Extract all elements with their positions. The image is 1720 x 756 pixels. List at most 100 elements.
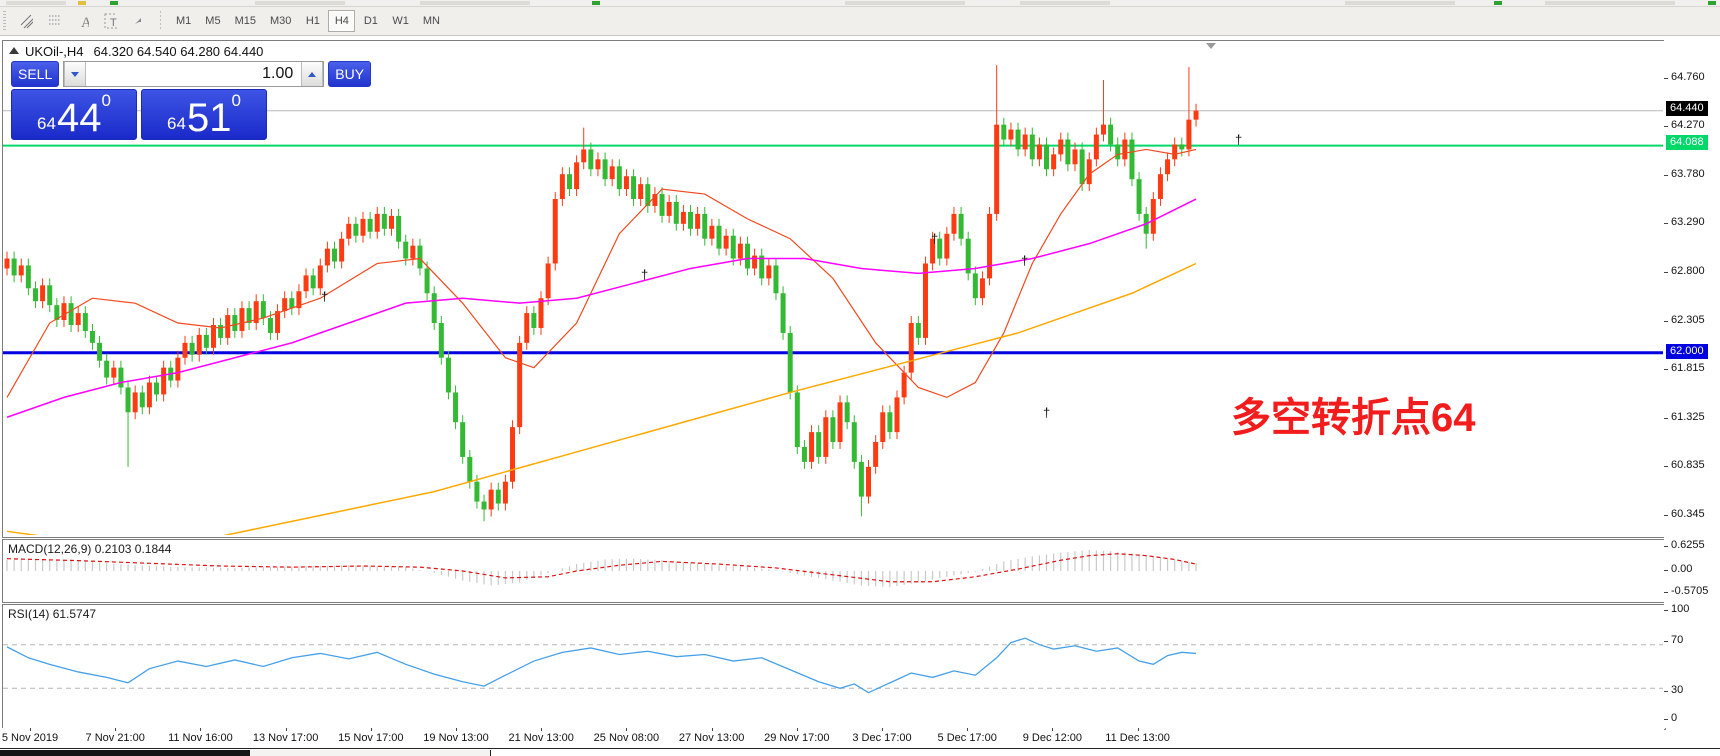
time-label: 27 Nov 13:00 — [678, 732, 745, 744]
cursor-mark-icon: † — [931, 231, 939, 246]
cursor-mark-icon: † — [641, 267, 649, 282]
price-tick-label: 63.780 — [1671, 168, 1705, 180]
axis-tick — [1664, 592, 1668, 593]
time-label: 7 Nov 21:00 — [85, 732, 145, 744]
timeframe-button-m15[interactable]: M15 — [229, 10, 262, 32]
ma-slow-orange — [6, 262, 1197, 535]
rsi-value: 61.5747 — [52, 607, 97, 621]
axis-tick — [1664, 78, 1668, 79]
timeframe-button-w1[interactable]: W1 — [386, 10, 415, 32]
channel-tool-icon[interactable]: E — [12, 9, 40, 33]
svg-text:A: A — [81, 15, 89, 30]
volume-increase-button[interactable] — [301, 62, 324, 86]
buy-price-point: 0 — [231, 91, 241, 110]
time-label: 15 Nov 17:00 — [338, 732, 404, 744]
label-tool-icon[interactable]: T — [96, 9, 124, 33]
time-axis[interactable]: 5 Nov 2019 7 Nov 21:00 11 Nov 16:00 13 Nov … — [2, 728, 1664, 748]
symbol-period-label: UKOil-,H4 — [25, 44, 84, 59]
time-tick — [285, 728, 287, 731]
chart-text-annotation[interactable]: 多空转折点64 — [1231, 396, 1476, 440]
axis-tick — [1664, 570, 1668, 571]
buy-price-box[interactable]: 64 51 0 — [141, 89, 267, 140]
chevron-down-icon — [71, 71, 80, 77]
price-tick-label: 62.800 — [1671, 265, 1705, 277]
fibonacci-tool-icon[interactable]: F — [40, 9, 68, 33]
sell-price-pips: 44 — [56, 96, 102, 140]
price-tick-label: 63.290 — [1671, 216, 1705, 228]
time-tick — [882, 728, 883, 731]
axis-tick — [1664, 641, 1668, 642]
volume-decrease-button[interactable] — [64, 62, 87, 86]
sell-price-point: 0 — [101, 91, 111, 110]
macd-main-value: 0.2103 — [94, 542, 132, 556]
axis-tick — [1664, 610, 1668, 611]
text-tool-icon[interactable]: A — [68, 9, 96, 33]
volume-input[interactable] — [86, 62, 302, 86]
candlestick-chart — [3, 65, 1663, 535]
macd-indicator-pane[interactable]: MACD(12,26,9) 0.2103 0.1844 — [2, 539, 1666, 603]
price-chart-pane[interactable]: UKOil-,H4 64.320 64.540 64.280 64.440 SE… — [2, 40, 1666, 538]
time-tick — [1137, 728, 1139, 731]
macd-chart — [6, 549, 1197, 588]
time-tick — [541, 728, 543, 731]
rsi-tick-label: 70 — [1671, 634, 1684, 646]
timeframe-button-mn[interactable]: MN — [417, 10, 446, 32]
timeframe-button-m30[interactable]: M30 — [264, 10, 297, 32]
cursor-mark-icon: † — [1235, 132, 1243, 147]
svg-text:T: T — [110, 17, 117, 29]
cursor-mark-icon: † — [1043, 405, 1051, 420]
macd-signal-value: 0.1844 — [134, 542, 172, 556]
axis-tick — [1664, 418, 1668, 419]
rsi-indicator-pane[interactable]: RSI(14) 61.5747 — [2, 604, 1666, 730]
ma-fast-red — [6, 148, 1197, 399]
price-axis[interactable]: 64.760 64.270 63.780 63.290 62.800 62.305 61.8… — [1664, 40, 1720, 728]
timeframe-button-m5[interactable]: M5 — [199, 10, 226, 32]
clipped-icon — [78, 1, 86, 5]
arrows-tool-icon[interactable] — [124, 9, 152, 33]
ohlc-values: 64.320 64.540 64.280 64.440 — [93, 44, 264, 59]
sell-button[interactable]: SELL — [11, 61, 60, 87]
bottom-edge-segment — [250, 750, 491, 756]
price-tick-label: 60.835 — [1671, 459, 1705, 471]
timeframe-button-h4[interactable]: H4 — [328, 10, 356, 32]
axis-tick — [1664, 466, 1668, 467]
toolbar-divider — [160, 11, 161, 31]
time-label: 11 Nov 16:00 — [168, 732, 233, 744]
time-tick — [626, 728, 628, 731]
timeframe-button-m1[interactable]: M1 — [170, 10, 197, 32]
toolbar-drag-handle[interactable] — [3, 11, 6, 31]
rsi-tick-label: 30 — [1671, 684, 1684, 696]
time-tick — [1052, 728, 1054, 731]
sell-price-box[interactable]: 64 44 0 — [11, 89, 137, 140]
time-tick — [796, 728, 798, 731]
time-tick — [967, 728, 969, 731]
macd-tick-label: 0.6255 — [1671, 539, 1705, 551]
price-badge-64.088: 64.088 — [1666, 135, 1708, 150]
axis-tick — [1664, 175, 1668, 176]
rsi-tick-label: 0 — [1671, 712, 1678, 724]
rsi-label: RSI(14) 61.5747 — [8, 607, 97, 621]
buy-price-pips: 51 — [186, 96, 232, 140]
symbol-caret-icon[interactable] — [9, 47, 19, 54]
time-tick — [200, 728, 202, 731]
axis-tick — [1664, 691, 1668, 692]
timeframe-button-d1[interactable]: D1 — [357, 10, 384, 32]
one-click-trade-panel: SELL BUY 64 44 0 64 51 0 — [11, 61, 372, 140]
buy-button[interactable]: BUY — [328, 61, 372, 87]
price-tick-label: 64.270 — [1671, 119, 1705, 131]
axis-tick — [1664, 515, 1668, 516]
cursor-mark-icon: † — [321, 289, 329, 304]
sell-price-major: 64 — [37, 114, 56, 133]
time-tick — [115, 728, 117, 731]
autoscroll-marker-icon[interactable] — [1206, 43, 1216, 49]
clipped-icon — [592, 1, 600, 5]
axis-tick — [1664, 126, 1668, 127]
time-label: 29 Nov 17:00 — [764, 732, 830, 744]
rsi-chart — [3, 637, 1663, 694]
ma-mid-magenta — [6, 198, 1197, 418]
window-bottom-edge — [0, 748, 1720, 756]
timeframe-button-h1[interactable]: H1 — [299, 10, 326, 32]
axis-tick — [1664, 369, 1668, 370]
time-label: 13 Nov 17:00 — [252, 732, 319, 744]
